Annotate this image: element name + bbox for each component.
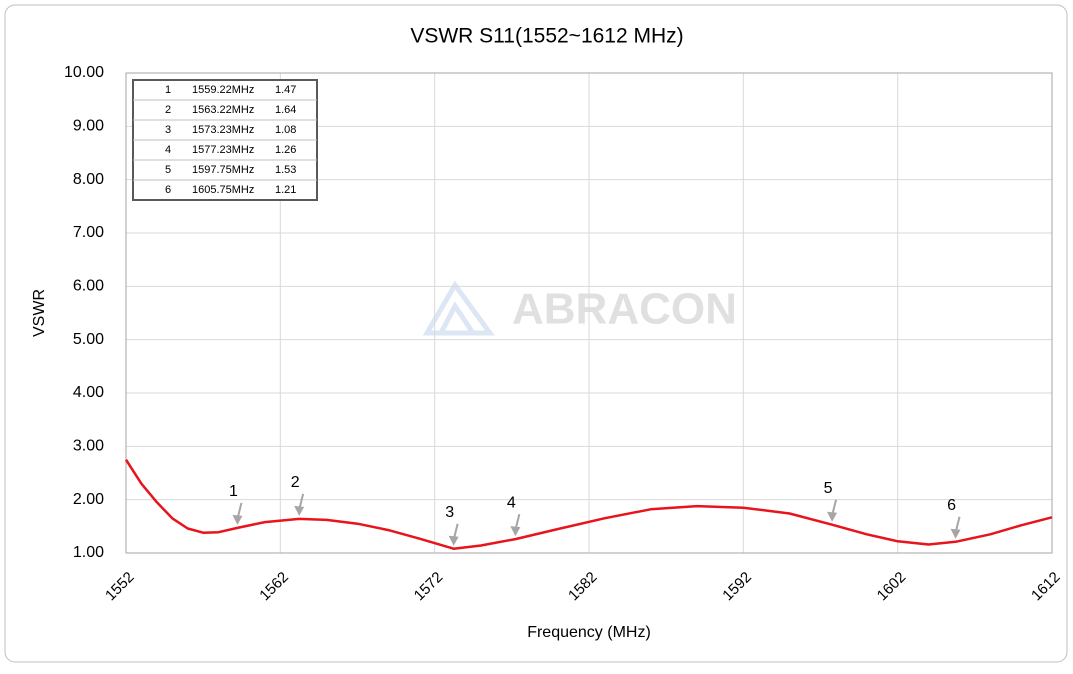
watermark-text: ABRACON	[512, 285, 737, 334]
y-tick-label: 6.00	[73, 278, 104, 295]
table-cell: 1.08	[275, 124, 296, 136]
y-tick-label: 7.00	[73, 224, 104, 241]
marker-arrow-head	[294, 505, 305, 516]
table-cell: 1.21	[275, 184, 296, 196]
marker-label: 5	[824, 480, 833, 497]
marker-arrow-head	[510, 526, 521, 537]
y-tick-label: 3.00	[73, 438, 104, 455]
table-cell: 1573.23MHz	[192, 124, 254, 136]
table-cell: 4	[165, 144, 171, 156]
marker-label: 3	[445, 504, 454, 521]
marker-arrow-head	[232, 514, 243, 525]
table-cell: 1.64	[275, 104, 296, 116]
table-cell: 1	[165, 84, 171, 96]
table-cell: 1.47	[275, 84, 296, 96]
x-axis-label: Frequency (MHz)	[527, 624, 651, 641]
table-cell: 1563.22MHz	[192, 104, 254, 116]
table-cell: 1.53	[275, 164, 296, 176]
y-tick-label: 2.00	[73, 491, 104, 508]
table-cell: 2	[165, 104, 171, 116]
table-cell: 1577.23MHz	[192, 144, 254, 156]
marker-label: 1	[229, 483, 238, 500]
y-tick-label: 1.00	[73, 544, 104, 561]
marker-arrow-head	[448, 535, 459, 546]
y-tick-label: 5.00	[73, 331, 104, 348]
line	[124, 459, 1053, 550]
table-cell: 5	[165, 164, 171, 176]
table-cell: 1605.75MHz	[192, 184, 254, 196]
chart-title: VSWR S11(1552~1612 MHz)	[410, 25, 683, 48]
marker-label: 6	[947, 497, 956, 514]
table-cell: 1597.75MHz	[192, 164, 254, 176]
table-cell: 3	[165, 124, 171, 136]
y-tick-label: 9.00	[73, 118, 104, 135]
y-tick-label: 8.00	[73, 171, 104, 188]
marker-arrow-head	[827, 511, 838, 522]
marker-label: 2	[291, 474, 300, 491]
plot-border	[125, 72, 1053, 554]
marker-arrow-head	[950, 528, 961, 539]
table-cell: 1559.22MHz	[192, 84, 254, 96]
y-axis-label: VSWR	[31, 289, 48, 337]
table-cell: 6	[165, 184, 171, 196]
table-cell: 1.26	[275, 144, 296, 156]
y-tick-label: 4.00	[73, 384, 104, 401]
watermark: ABRACON	[422, 280, 737, 336]
watermark-logo	[422, 280, 495, 336]
y-tick-label: 10.00	[64, 64, 104, 81]
marker-label: 4	[507, 494, 516, 511]
